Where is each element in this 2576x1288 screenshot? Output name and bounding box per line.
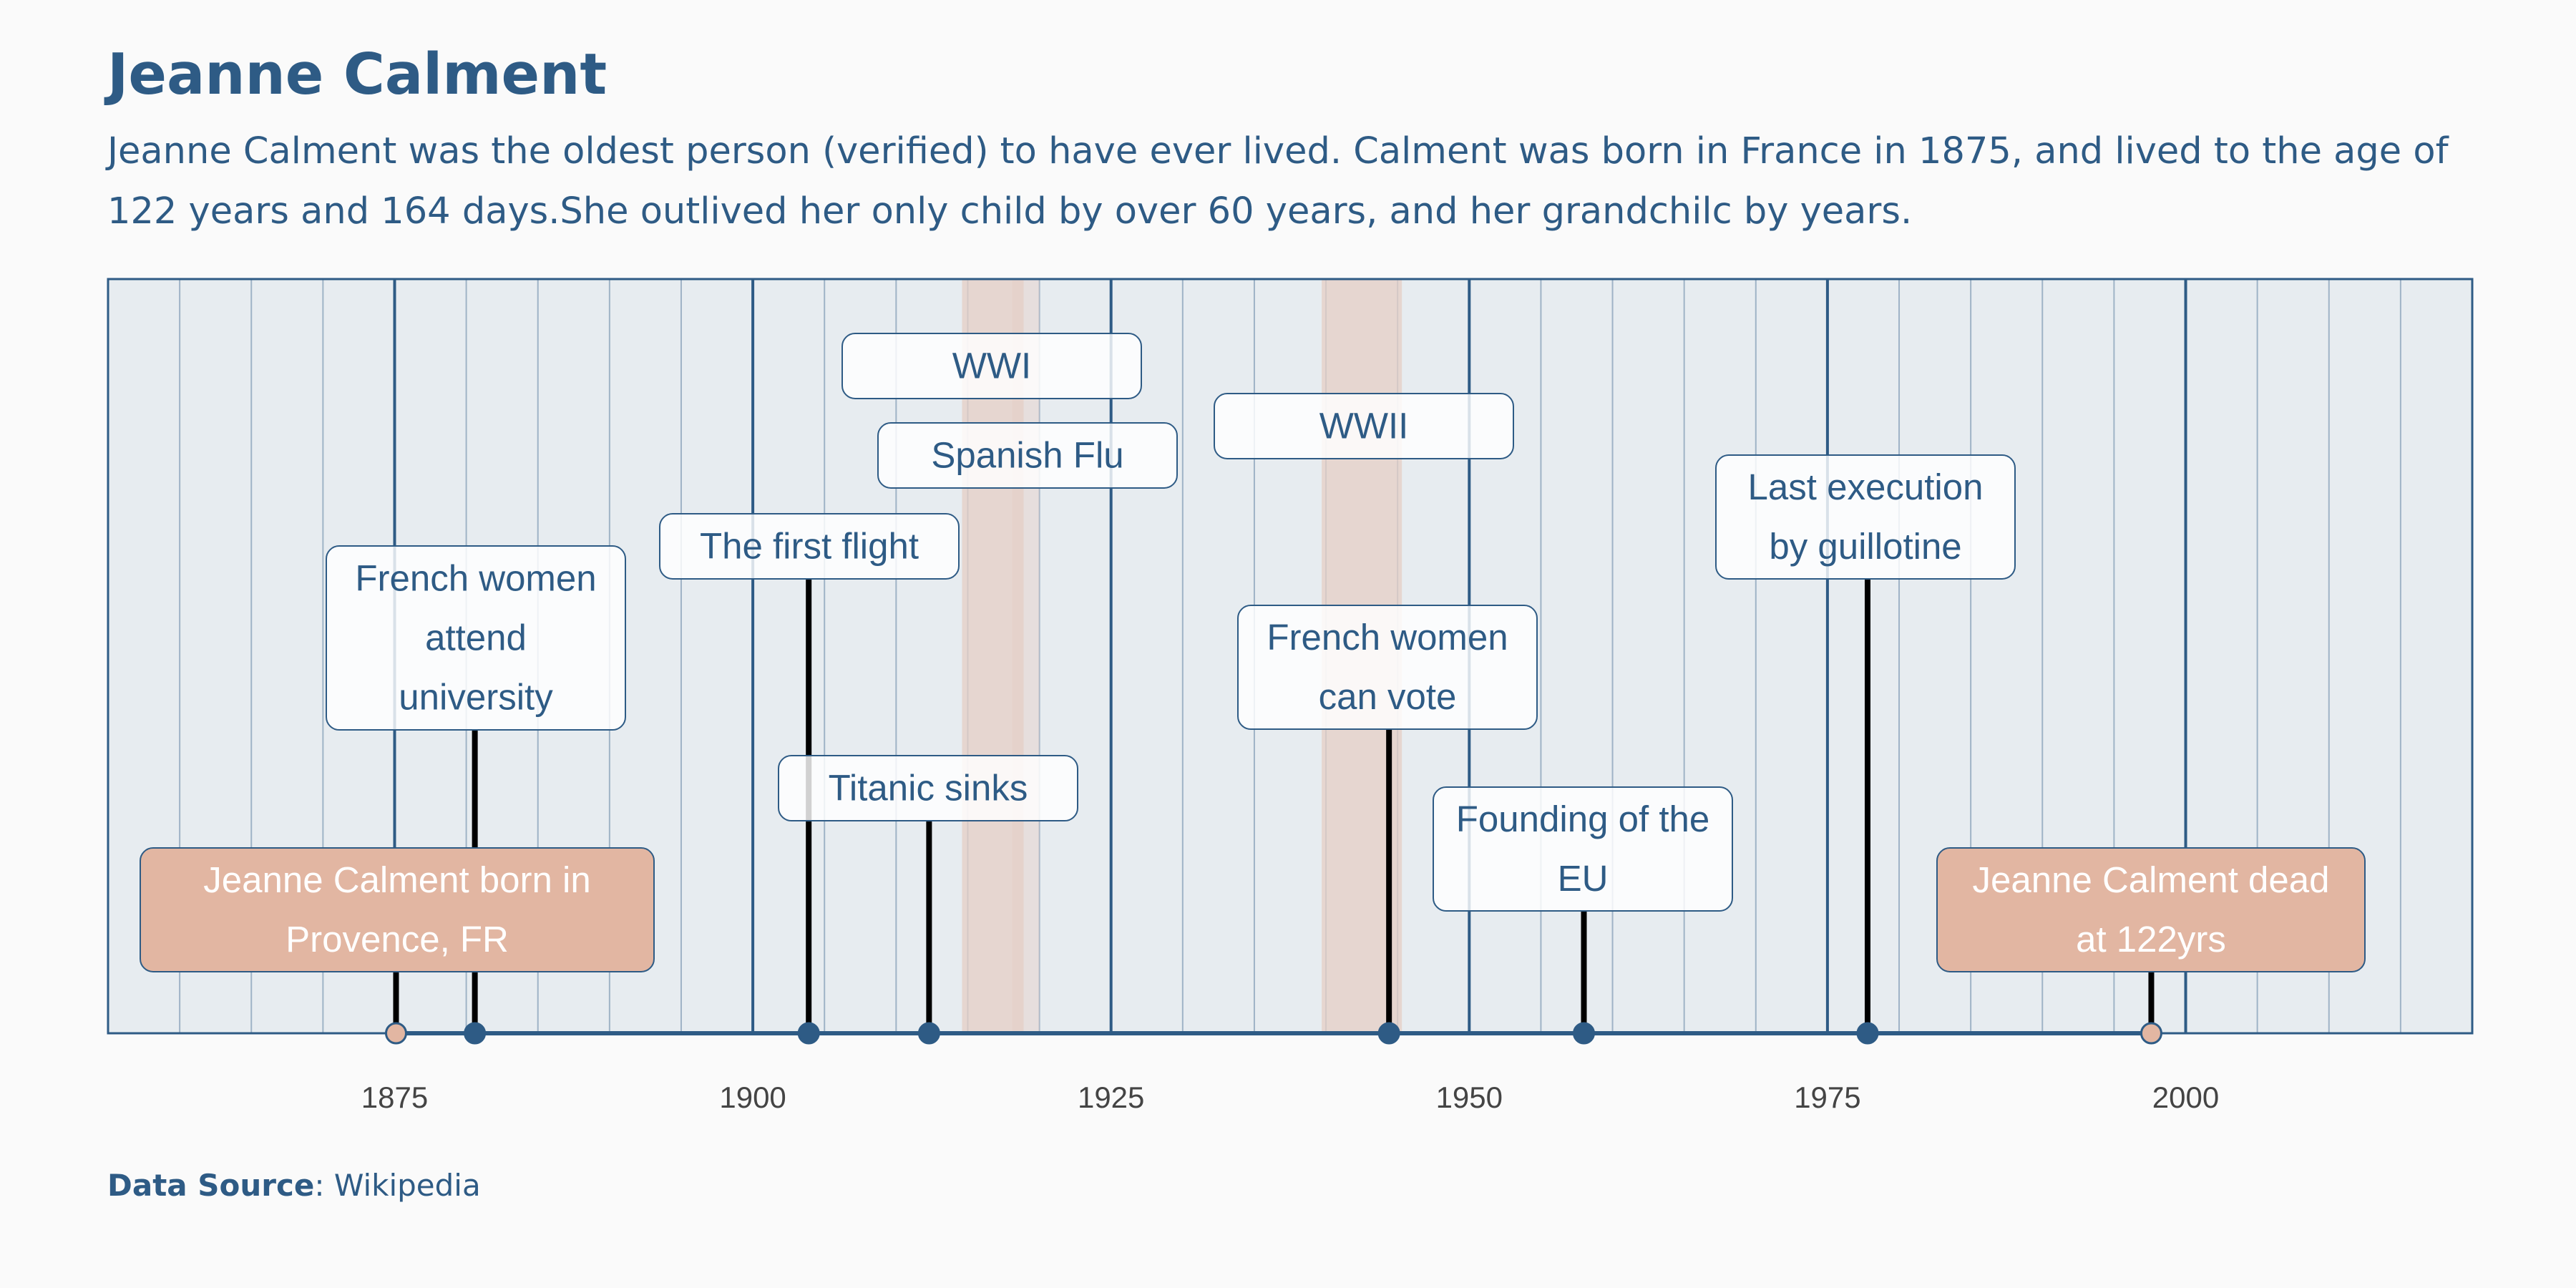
life-event-text: Jeanne Calment dead: [1972, 859, 2329, 900]
data-source-value: Wikipedia: [333, 1168, 481, 1203]
period-band: [1012, 279, 1040, 1033]
event-text: Last execution: [1748, 467, 1984, 507]
event-text: The first flight: [700, 526, 919, 567]
event-text: can vote: [1319, 676, 1457, 717]
x-tick-label: 1925: [1078, 1080, 1144, 1114]
life-event-label: Jeanne Calment born in Provence, FR: [140, 847, 655, 972]
event-marker: [797, 1022, 820, 1045]
event-marker: [917, 1022, 940, 1045]
life-event-text: at 122yrs: [2076, 919, 2226, 960]
event-box: [659, 513, 960, 580]
event-box: [1237, 605, 1538, 730]
event-label: French women can vote: [1237, 605, 1538, 730]
chart-title: Jeanne Calment: [107, 42, 608, 107]
period-text: WWI: [952, 346, 1031, 386]
event-text: by guillotine: [1769, 526, 1961, 567]
event-label: Titanic sinks: [778, 755, 1078, 821]
event-text: Titanic sinks: [829, 768, 1028, 809]
period-text: Spanish Flu: [931, 435, 1123, 476]
period-box: [841, 333, 1142, 399]
life-event-box: [1936, 847, 2366, 972]
period-band: [962, 279, 1024, 1033]
chart-subtitle: Jeanne Calment was the oldest person (ve…: [107, 130, 2449, 233]
x-axis-ticks: 1875 1900 1925 1950 1975 2000: [361, 1080, 2219, 1114]
x-tick-label: 1900: [719, 1080, 786, 1114]
x-tick-label: 1875: [361, 1080, 428, 1114]
data-source-separator: :: [314, 1168, 334, 1203]
event-box: [326, 545, 626, 731]
event-text: attend: [425, 618, 527, 658]
x-tick-label: 1975: [1794, 1080, 1860, 1114]
event-box: [778, 755, 1078, 821]
life-event-marker: [384, 1022, 407, 1045]
x-tick-label: 1950: [1436, 1080, 1503, 1114]
event-text: Founding of the: [1456, 799, 1709, 839]
period-label: WWI: [841, 333, 1142, 399]
x-tick-label: 2000: [2152, 1080, 2219, 1114]
data-source-label: Data Source: [107, 1168, 315, 1203]
life-event-marker: [2140, 1022, 2162, 1045]
event-box: [1715, 454, 2016, 580]
data-source: Data Source: Wikipedia: [107, 1168, 481, 1203]
period-box: [877, 422, 1178, 489]
life-event-box: [140, 847, 655, 972]
event-marker: [1572, 1022, 1595, 1045]
event-text: EU: [1558, 858, 1609, 899]
event-text: French women: [1267, 617, 1508, 658]
period-label: Spanish Flu: [877, 422, 1178, 489]
event-label: The first flight: [659, 513, 960, 580]
period-text: WWII: [1319, 406, 1409, 447]
event-marker: [1856, 1022, 1879, 1045]
period-box: [1214, 393, 1514, 459]
event-labels: WWI Spanish Flu WWII Jeanne Calment born in…: [140, 333, 2366, 972]
life-event-text: Jeanne Calment born in: [203, 859, 591, 900]
event-markers: [384, 1022, 2162, 1045]
life-event-label: Jeanne Calment dead at 122yrs: [1936, 847, 2366, 972]
event-marker: [1377, 1022, 1400, 1045]
life-event-text: Provence, FR: [286, 919, 509, 960]
event-marker: [464, 1022, 487, 1045]
event-text: French women: [355, 558, 596, 599]
period-label: WWII: [1214, 393, 1514, 459]
event-label: French women attend university: [326, 545, 626, 731]
event-label: Last execution by guillotine: [1715, 454, 2016, 580]
event-label: Founding of the EU: [1433, 786, 1733, 912]
event-box: [1433, 786, 1733, 912]
event-text: university: [399, 677, 553, 718]
